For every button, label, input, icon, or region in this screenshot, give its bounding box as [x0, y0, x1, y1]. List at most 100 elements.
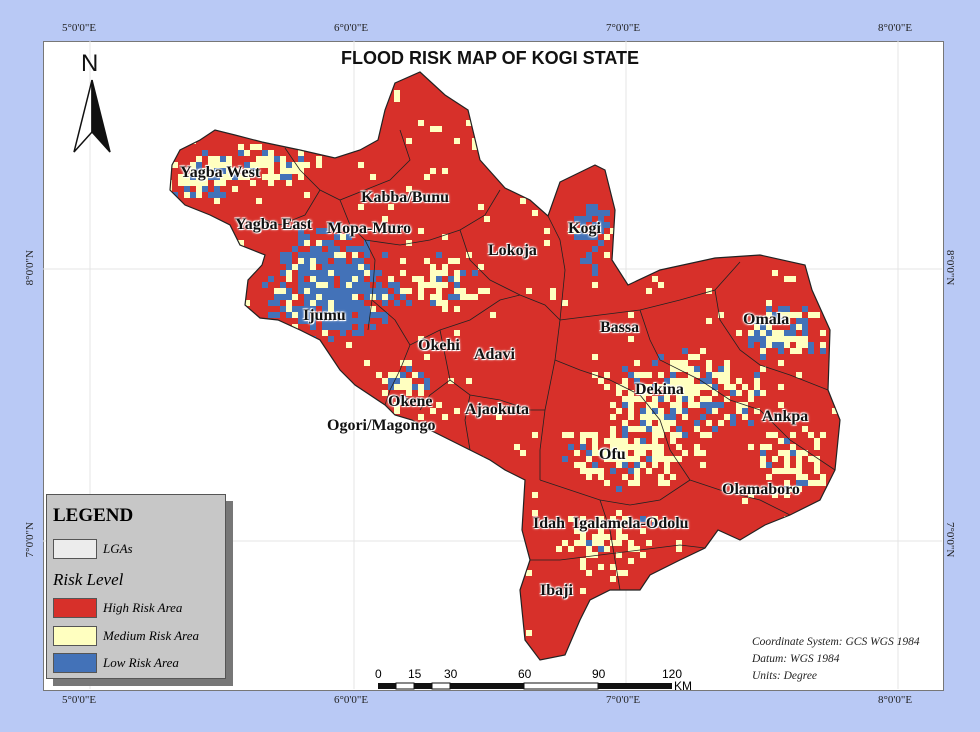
raster-cell	[170, 186, 172, 192]
raster-cell	[226, 156, 232, 162]
raster-cell	[262, 162, 268, 168]
raster-cell	[328, 294, 334, 300]
raster-cell	[748, 342, 754, 348]
raster-cell	[628, 480, 634, 486]
raster-cell	[430, 408, 436, 414]
lga-label: Bassa	[600, 319, 640, 336]
raster-cell	[676, 378, 682, 384]
raster-cell	[388, 204, 394, 210]
raster-cell	[622, 114, 628, 120]
raster-cell	[664, 390, 670, 396]
raster-cell	[202, 90, 208, 96]
raster-cell	[670, 420, 676, 426]
raster-cell	[670, 402, 676, 408]
raster-cell	[730, 384, 736, 390]
raster-cell	[430, 126, 436, 132]
raster-cell	[328, 300, 334, 306]
raster-cell	[376, 372, 382, 378]
raster-cell	[844, 144, 850, 150]
raster-cell	[178, 312, 184, 318]
raster-cell	[610, 450, 616, 456]
raster-cell	[760, 336, 766, 342]
raster-cell	[454, 294, 460, 300]
raster-cell	[328, 324, 334, 330]
raster-cell	[418, 294, 424, 300]
raster-cell	[628, 390, 634, 396]
raster-cell	[340, 264, 346, 270]
raster-cell	[178, 72, 184, 78]
raster-cell	[670, 594, 676, 600]
scale-label: 90	[592, 667, 606, 681]
raster-cell	[406, 240, 412, 246]
raster-cell	[784, 486, 790, 492]
raster-cell	[580, 216, 586, 222]
raster-cell	[700, 174, 706, 180]
raster-cell	[778, 348, 784, 354]
raster-cell	[616, 390, 622, 396]
raster-cell	[814, 438, 820, 444]
legend-risk-title: Risk Level	[53, 570, 124, 589]
raster-cell	[268, 180, 274, 186]
raster-cell	[256, 72, 262, 78]
raster-cell	[388, 372, 394, 378]
raster-cell	[700, 414, 706, 420]
raster-cell	[682, 390, 688, 396]
raster-cell	[634, 456, 640, 462]
raster-cell	[286, 300, 292, 306]
raster-cell	[598, 636, 604, 642]
raster-cell	[454, 276, 460, 282]
raster-cell	[724, 366, 730, 372]
raster-cell	[580, 258, 586, 264]
raster-cell	[694, 114, 700, 120]
raster-cell	[316, 162, 322, 168]
raster-cell	[190, 192, 196, 198]
raster-cell	[382, 588, 388, 594]
raster-cell	[370, 276, 376, 282]
raster-cell	[610, 576, 616, 582]
raster-cell	[394, 300, 400, 306]
raster-cell	[598, 240, 604, 246]
raster-cell	[316, 300, 322, 306]
raster-cell	[298, 234, 304, 240]
raster-cell	[598, 534, 604, 540]
raster-cell	[370, 174, 376, 180]
raster-cell	[790, 444, 796, 450]
raster-cell	[400, 372, 406, 378]
raster-cell	[598, 474, 604, 480]
raster-cell	[262, 552, 268, 558]
raster-cell	[184, 342, 190, 348]
raster-cell	[286, 168, 292, 174]
raster-cell	[238, 240, 244, 246]
raster-cell	[706, 288, 712, 294]
raster-cell	[304, 312, 310, 318]
raster-cell	[598, 564, 604, 570]
raster-cell	[352, 282, 358, 288]
raster-cell	[778, 564, 784, 570]
raster-cell	[406, 378, 412, 384]
raster-cell	[790, 324, 796, 330]
scale-unit: KM	[674, 679, 692, 693]
raster-cell	[424, 354, 430, 360]
raster-cell	[202, 186, 208, 192]
raster-cell	[658, 228, 664, 234]
raster-cell	[748, 330, 754, 336]
raster-cell	[340, 318, 346, 324]
raster-cell	[766, 432, 772, 438]
raster-cell	[184, 114, 190, 120]
raster-cell	[190, 474, 196, 480]
raster-cell	[310, 246, 316, 252]
raster-cell	[304, 252, 310, 258]
raster-cell	[250, 144, 256, 150]
raster-cell	[760, 456, 766, 462]
raster-cell	[628, 414, 634, 420]
raster-cell	[388, 276, 394, 282]
raster-cell	[430, 72, 436, 78]
raster-cell	[316, 252, 322, 258]
raster-cell	[460, 288, 466, 294]
raster-cell	[586, 552, 592, 558]
raster-cell	[586, 216, 592, 222]
raster-cell	[718, 402, 724, 408]
raster-cell	[286, 288, 292, 294]
raster-cell	[778, 342, 784, 348]
raster-cell	[790, 312, 796, 318]
